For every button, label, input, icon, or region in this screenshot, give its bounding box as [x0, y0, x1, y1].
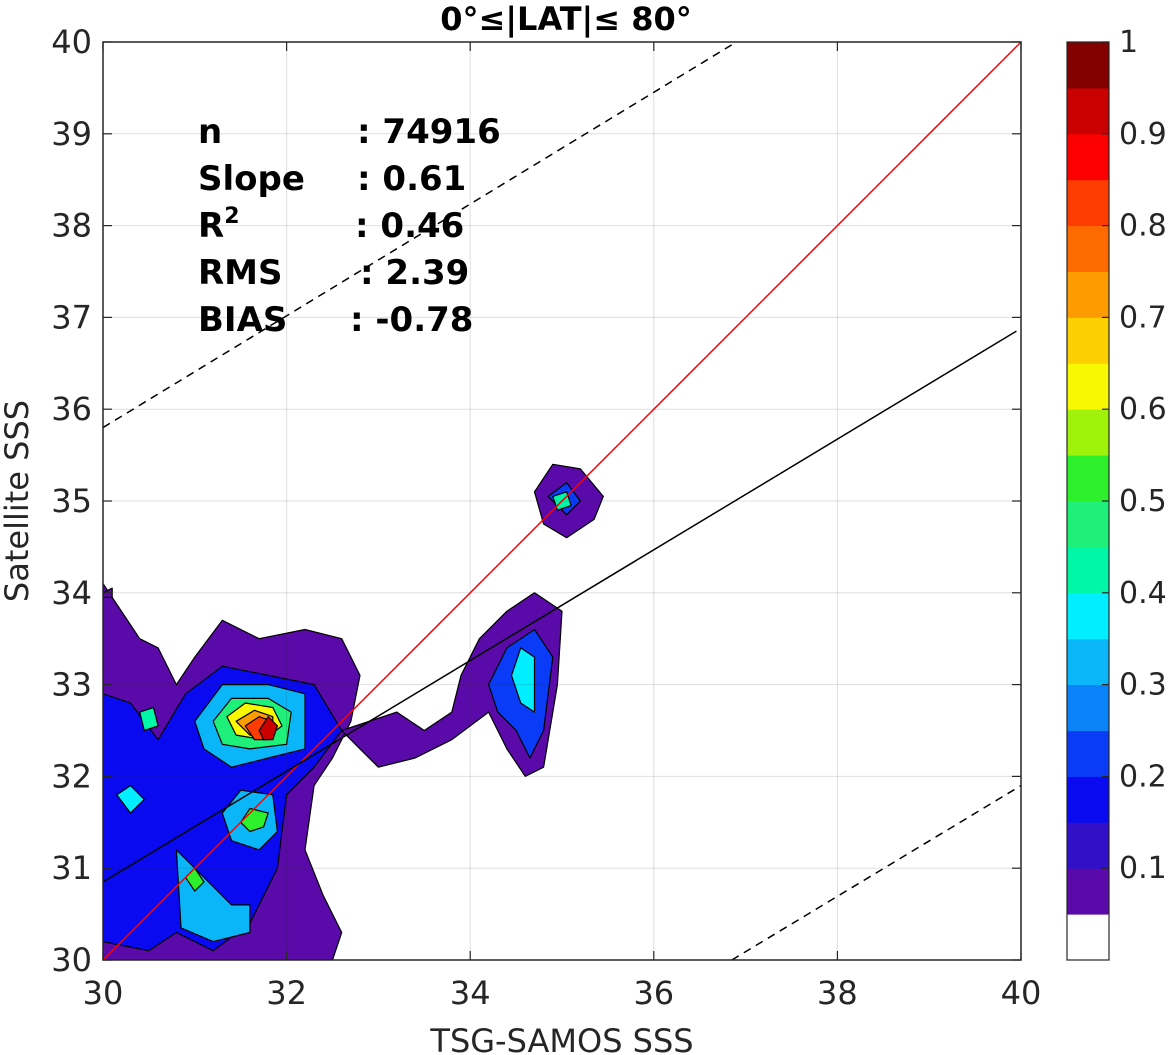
colorbar-level-1 [1067, 868, 1109, 915]
contour-layer [103, 463, 604, 960]
colorbar-level-2 [1067, 822, 1109, 869]
stat-value-3: : 2.39 [360, 253, 469, 293]
colorbar-level-6 [1067, 638, 1109, 686]
colorbar-level-15 [1067, 225, 1109, 272]
colorbar-level-3 [1067, 776, 1109, 823]
stat-label-1: Slope [198, 159, 305, 199]
colorbar-tick-label-3: 0.4 [1119, 576, 1167, 611]
colorbar-tick-label-0: 0.1 [1119, 851, 1167, 886]
y-tick-label-4: 34 [51, 574, 92, 612]
y-tick-label-5: 35 [51, 482, 92, 520]
y-tick-label-9: 39 [51, 115, 92, 153]
colorbar-tick-label-8: 0.9 [1119, 117, 1167, 152]
x-tick-label-0: 30 [83, 974, 124, 1012]
x-axis-label: TSG-SAMOS SSS [429, 1022, 693, 1055]
x-tick-label-4: 38 [817, 974, 858, 1012]
contour-region-15 [240, 807, 269, 833]
contour-region-12 [139, 706, 159, 732]
tick-layer: 30 32 34 36 38 40 30 31 32 33 34 35 36 37 38 39 40 [51, 23, 1041, 1012]
y-axis-label: Satellite SSS [0, 400, 36, 602]
upper-bound-line [103, 42, 737, 429]
colorbar-level-7 [1067, 592, 1109, 640]
colorbar-tick-label-7: 0.8 [1119, 209, 1167, 244]
x-tick-label-5: 40 [1001, 974, 1042, 1012]
y-tick-label-3: 33 [51, 666, 92, 704]
colorbar: 0.1 0.2 0.3 0.4 0.5 0.6 0.7 0.8 0.9 1 [1066, 25, 1167, 961]
colorbar-tick-label-4: 0.5 [1119, 484, 1167, 519]
x-tick-label-2: 34 [450, 974, 491, 1012]
colorbar-level-16 [1067, 179, 1109, 227]
stat-value-4: : -0.78 [350, 300, 473, 340]
stat-value-0: : 74916 [357, 112, 501, 152]
line-layer [103, 42, 1021, 960]
colorbar-tick-label-6: 0.7 [1119, 300, 1167, 335]
colorbar-level-11 [1067, 409, 1109, 456]
x-tick-label-1: 32 [266, 974, 307, 1012]
colorbar-tick-label-5: 0.6 [1119, 392, 1167, 427]
contour-region-10 [510, 647, 536, 713]
y-tick-label-1: 31 [51, 849, 92, 887]
colorbar-level-0 [1067, 914, 1109, 961]
regression-line [103, 330, 1017, 883]
y-tick-label-2: 32 [51, 757, 92, 795]
colorbar-level-19 [1067, 42, 1109, 89]
colorbar-level-9 [1067, 501, 1109, 548]
colorbar-tick-label-2: 0.3 [1119, 668, 1167, 703]
y-tick-label-0: 30 [51, 941, 92, 979]
lower-bound-line [731, 784, 1021, 960]
stat-value-2: : 0.46 [355, 206, 464, 246]
chart-title: 0°≤|LAT|≤ 80° [440, 0, 691, 39]
colorbar-level-8 [1067, 546, 1109, 594]
colorbar-tick-label-1: 0.2 [1119, 759, 1167, 794]
colorbar-tick-label-9: 1 [1119, 25, 1138, 60]
y-tick-label-10: 40 [51, 23, 92, 61]
contour-region-11 [116, 784, 145, 814]
stat-label-4: BIAS [198, 300, 287, 340]
colorbar-level-12 [1067, 363, 1109, 410]
colorbar-level-5 [1067, 684, 1109, 731]
y-tick-label-6: 36 [51, 390, 92, 428]
contour-region-20 [258, 716, 278, 741]
colorbar-level-4 [1067, 730, 1109, 777]
stat-label-superscript: 2 [224, 204, 239, 229]
y-tick-label-7: 37 [51, 298, 92, 336]
colorbar-level-10 [1067, 455, 1109, 502]
colorbar-level-13 [1067, 317, 1109, 364]
one-to-one-line [103, 42, 1021, 960]
stat-value-1: : 0.61 [357, 159, 466, 199]
y-tick-label-8: 38 [51, 207, 92, 245]
x-tick-label-3: 36 [633, 974, 674, 1012]
colorbar-level-17 [1067, 133, 1109, 181]
stat-label-0: n [198, 112, 222, 152]
colorbar-level-18 [1067, 87, 1109, 135]
stat-label-3: RMS [198, 253, 283, 293]
colorbar-level-14 [1067, 271, 1109, 318]
